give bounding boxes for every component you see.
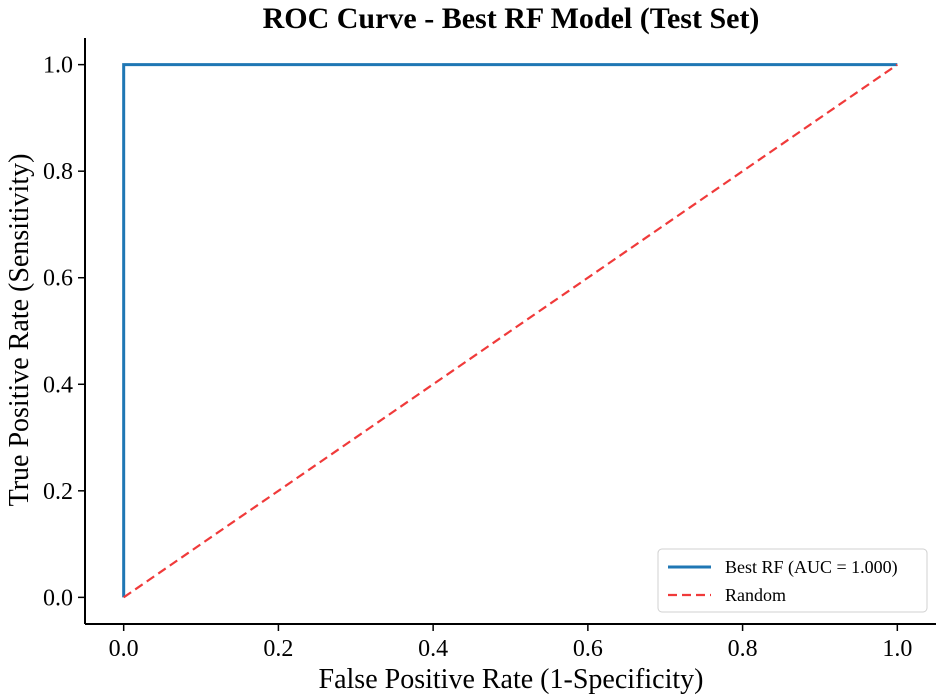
series-line-random [123,63,898,599]
chart-title: ROC Curve - Best RF Model (Test Set) [263,2,760,35]
x-tick-label: 0.8 [728,636,758,662]
x-tick-label: 0.2 [263,636,293,662]
plot-area [84,38,936,625]
x-tick-label: 0.6 [573,636,603,662]
y-axis-ticks: 0.0 0.2 0.4 0.6 0.8 1.0 [43,53,85,611]
y-axis-label: True Positive Rate (Sensitivity) [4,154,35,507]
x-tick-label: 0.4 [418,636,448,662]
legend-box [657,548,928,613]
legend-entry-label: Best RF (AUC = 1.000) [725,557,898,578]
y-tick-label: 0.0 [43,585,73,611]
y-tick-label: 0.4 [43,372,73,398]
legend-entry-label: Random [725,585,786,605]
y-tick-label: 1.0 [43,53,73,79]
legend: Best RF (AUC = 1.000) Random [657,548,928,613]
x-tick-label: 1.0 [882,636,912,662]
x-axis-label: False Positive Rate (1-Specificity) [319,664,704,695]
x-axis-ticks: 0.0 0.2 0.4 0.6 0.8 1.0 [109,624,912,662]
y-tick-label: 0.8 [43,159,73,185]
y-tick-label: 0.6 [43,266,73,292]
series-line-best-rf [122,63,898,598]
x-tick-label: 0.0 [109,636,139,662]
y-tick-label: 0.2 [43,479,73,505]
